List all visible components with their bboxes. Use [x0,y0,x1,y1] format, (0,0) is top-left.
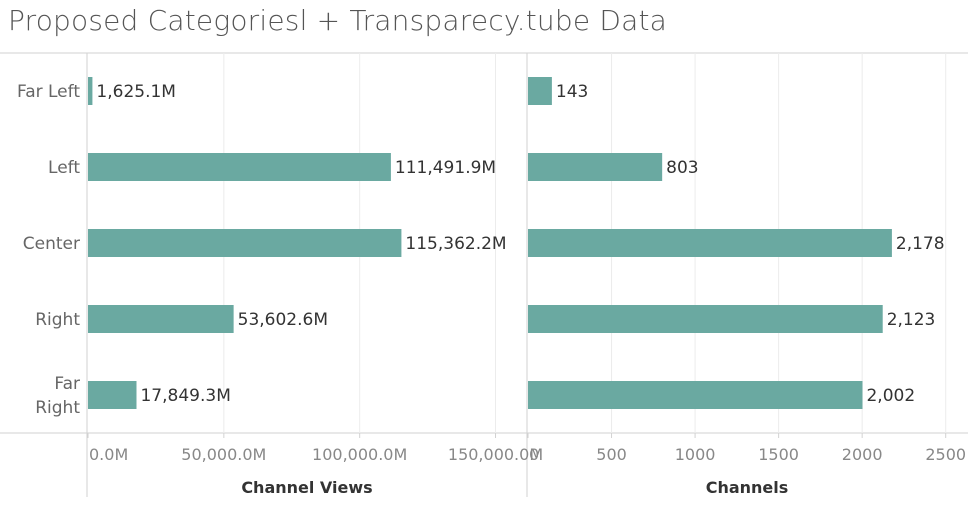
data-label: 53,602.6M [238,310,328,330]
x-axis-title: Channel Views [241,478,372,497]
data-label: 2,002 [866,386,915,406]
bar [88,229,402,257]
tick-label: 500 [596,445,627,464]
data-label: 2,123 [887,310,936,330]
category-label: Center [23,234,80,254]
data-label: 143 [556,82,588,102]
data-label: 115,362.2M [405,234,506,254]
tick-label: 1500 [758,445,799,464]
data-label: 111,491.9M [395,158,496,178]
tick-label: 2500 [925,445,966,464]
data-label: 17,849.3M [140,386,230,406]
bar [528,381,863,409]
category-label: Left [48,158,80,178]
data-label: 1,625.1M [96,82,176,102]
bar [528,153,663,181]
tick-label: 100,000.0M [312,445,407,464]
x-axis-title: Channels [706,478,789,497]
tick-label: 1000 [675,445,716,464]
bar [88,77,93,105]
bar [88,381,137,409]
category-label: Far Left [17,82,80,102]
tick-label: 50,000.0M [181,445,266,464]
data-label: 2,178 [896,234,945,254]
tick-label: 150,000.0M [448,445,543,464]
data-label: 803 [666,158,698,178]
bar [88,305,234,333]
category-label: Right [35,310,80,330]
bar [528,77,552,105]
bar [528,229,892,257]
bar [88,153,391,181]
category-label: Far Right [35,374,80,418]
tick-label: 0 [529,445,539,464]
chart-title: Proposed Categoriesl + Transparecy.tube … [8,4,668,37]
tick-label: 2000 [842,445,883,464]
tick-label: 0.0M [89,445,128,464]
bar [528,305,883,333]
